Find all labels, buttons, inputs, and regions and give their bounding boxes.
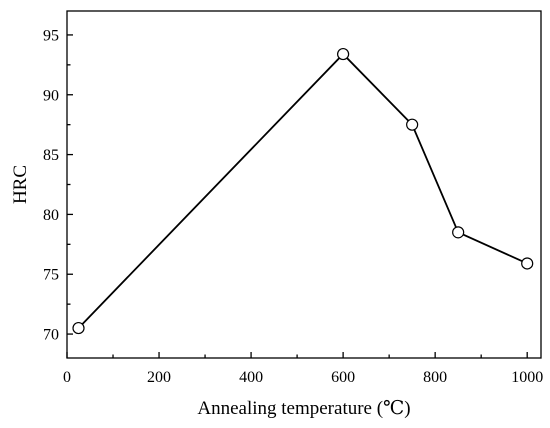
data-point: [72, 321, 85, 335]
plot-frame: [66, 10, 542, 359]
series-layer: [72, 47, 534, 335]
x-axis-label: Annealing temperature (℃): [197, 398, 410, 419]
x-tick-label: 0: [63, 369, 71, 386]
y-axis-label: HRC: [10, 165, 31, 204]
data-point: [337, 47, 350, 61]
y-tick-label: 95: [43, 27, 59, 44]
data-point: [452, 226, 465, 239]
data-point: [406, 118, 419, 131]
y-tick-label: 80: [43, 207, 59, 224]
x-axis-ticks: 0 200 400 600 800 1000: [63, 352, 543, 386]
data-point: [521, 257, 534, 270]
x-tick-label: 200: [147, 369, 171, 386]
x-tick-label: 1000: [511, 369, 543, 386]
y-tick-label: 75: [43, 267, 59, 284]
x-tick-label: 800: [423, 369, 447, 386]
y-tick-label: 85: [43, 147, 59, 164]
y-tick-label: 70: [43, 327, 59, 344]
y-axis-ticks: 70 75 80 85 90 95: [43, 27, 73, 344]
series-line: [77, 52, 528, 329]
x-tick-label: 600: [331, 369, 355, 386]
x-tick-label: 400: [239, 369, 263, 386]
y-tick-label: 90: [43, 87, 59, 104]
